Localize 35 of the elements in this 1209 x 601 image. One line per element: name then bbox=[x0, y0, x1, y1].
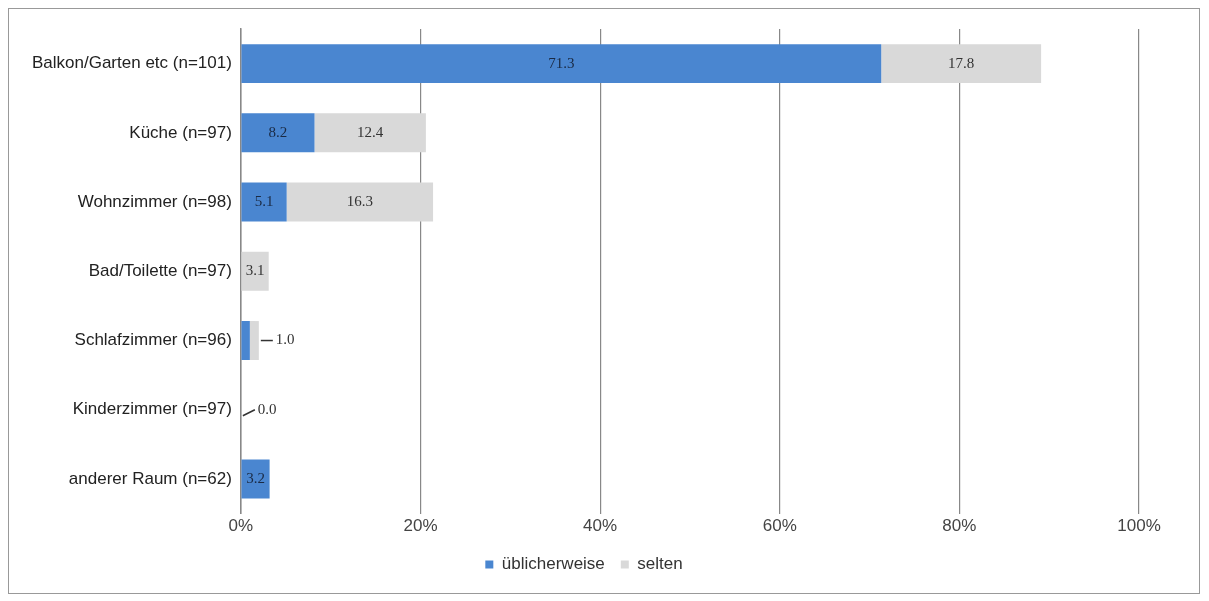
bar bbox=[314, 113, 426, 153]
y-tick-label: Balkon/Garten etc (n=101) bbox=[31, 53, 232, 73]
data-label: 17.8 bbox=[948, 54, 975, 71]
bar bbox=[241, 113, 315, 153]
bar bbox=[241, 459, 270, 499]
data-label: 12.4 bbox=[357, 123, 384, 140]
x-tick-label: 40% bbox=[583, 516, 618, 536]
bar bbox=[241, 182, 287, 222]
x-tick-label: 20% bbox=[403, 516, 438, 536]
x-tick-label: 80% bbox=[942, 516, 977, 536]
data-label: 8.2 bbox=[268, 123, 288, 140]
legend-label: üblicherweise bbox=[501, 554, 605, 574]
x-tick-label: 100% bbox=[1117, 516, 1161, 536]
y-tick-label: Kinderzimmer (n=97) bbox=[72, 399, 232, 419]
data-label: 1.0 bbox=[275, 331, 295, 348]
bar bbox=[241, 321, 250, 360]
bar bbox=[286, 182, 434, 222]
bar bbox=[241, 251, 269, 291]
legend-label: selten bbox=[637, 554, 683, 574]
bar bbox=[881, 44, 1042, 84]
data-label: 3.1 bbox=[245, 262, 265, 279]
y-tick-label: Küche (n=97) bbox=[129, 122, 232, 142]
bar bbox=[249, 321, 259, 360]
data-label: 5.1 bbox=[254, 193, 274, 210]
y-tick-label: Schlafzimmer (n=96) bbox=[74, 330, 232, 350]
data-label: 3.2 bbox=[246, 469, 265, 486]
x-tick-label: 0% bbox=[228, 516, 254, 536]
y-tick-label: Bad/Toilette (n=97) bbox=[88, 260, 232, 280]
bar bbox=[241, 44, 882, 84]
x-tick-label: 60% bbox=[762, 516, 797, 536]
y-tick-label: Wohnzimmer (n=98) bbox=[77, 191, 232, 211]
data-label: 16.3 bbox=[346, 193, 373, 210]
data-label: 71.3 bbox=[548, 54, 575, 71]
y-tick-label: anderer Raum (n=62) bbox=[68, 468, 232, 488]
data-label: 0.0 bbox=[257, 400, 277, 417]
